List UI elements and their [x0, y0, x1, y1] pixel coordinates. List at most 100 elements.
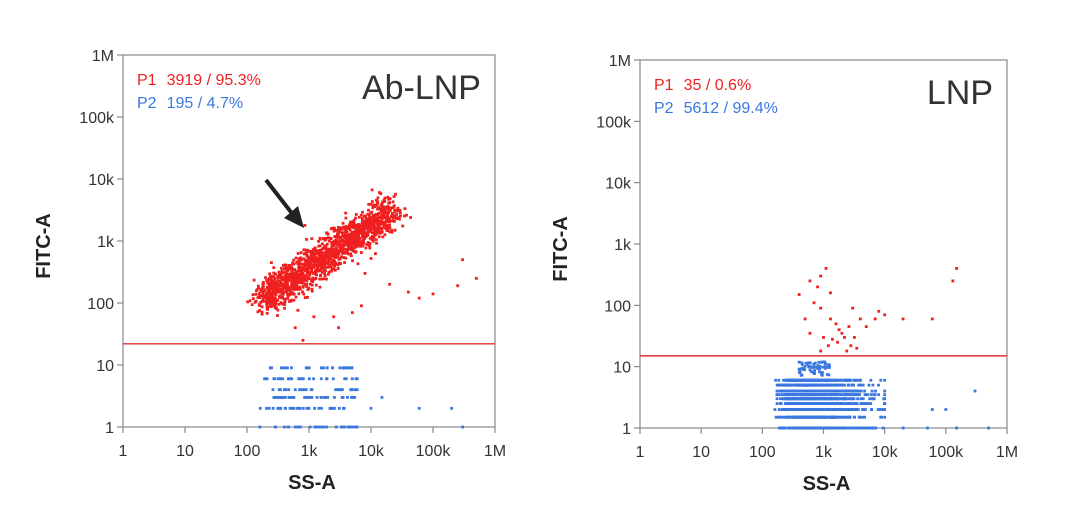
p2-point: [346, 425, 350, 429]
p2-point: [825, 373, 829, 376]
p1-point: [324, 244, 328, 248]
p1-point: [290, 281, 294, 285]
p2-point: [817, 389, 821, 393]
p2-point: [856, 389, 860, 393]
p1-point: [334, 228, 338, 232]
x-tick-label: 10: [692, 444, 710, 461]
p1-point: [367, 224, 371, 228]
p2-point: [839, 415, 842, 419]
p1-point: [305, 268, 309, 272]
x-tick-label: 1M: [996, 444, 1018, 461]
p1-point: [278, 290, 281, 294]
p1-point: [285, 274, 288, 277]
p1-point: [329, 247, 333, 251]
p1-point: [398, 211, 402, 215]
p1-point: [363, 272, 367, 275]
p1-point: [297, 285, 300, 289]
p1-point: [337, 235, 340, 239]
p1-point: [285, 279, 289, 283]
p2-point: [781, 408, 785, 411]
p1-point: [286, 296, 290, 300]
p1-point: [274, 302, 278, 306]
p1-point: [299, 271, 303, 274]
p1-point: [303, 277, 307, 280]
x-tick-label: 100k: [416, 443, 452, 460]
p2-point: [864, 408, 867, 411]
p1-point: [383, 223, 386, 227]
p1-point: [339, 246, 343, 250]
p1-point: [388, 226, 392, 230]
p1-point: [338, 240, 342, 243]
p2-point: [277, 396, 280, 399]
p1-point: [323, 256, 327, 260]
p1-point: [283, 298, 287, 302]
p1-point: [261, 291, 265, 295]
x-tick-label: 1: [636, 444, 645, 461]
p2-point: [781, 426, 785, 430]
p1-point: [302, 279, 305, 283]
p2-point: [315, 396, 319, 399]
p2-point: [794, 397, 798, 401]
p1-point: [843, 336, 846, 339]
p2-point: [292, 396, 296, 399]
p2-point: [807, 402, 811, 405]
p1-point: [296, 308, 300, 312]
p2-point: [861, 397, 865, 401]
p1-point: [269, 261, 273, 265]
p1-point: [368, 236, 372, 240]
p2-point: [877, 393, 881, 397]
p2-point: [821, 371, 824, 374]
p2-point: [342, 406, 346, 410]
p2-point: [824, 426, 828, 430]
p2-point: [788, 397, 792, 401]
p1-point: [383, 211, 387, 215]
p1-point: [359, 226, 363, 230]
p1-point: [339, 262, 342, 266]
p1-point: [273, 296, 277, 300]
p2-point: [822, 360, 826, 364]
p1-point: [280, 292, 284, 296]
p2-point: [868, 426, 872, 430]
p1-point: [303, 278, 307, 282]
p2-point: [298, 388, 301, 392]
p1-point: [268, 277, 272, 280]
p1-point: [293, 271, 297, 275]
p1-point: [291, 292, 295, 296]
p1-point: [342, 231, 346, 235]
p2-point: [800, 373, 804, 377]
p1-point: [313, 270, 317, 273]
p2-point: [775, 389, 779, 393]
p2-point: [808, 368, 812, 372]
p1-point: [305, 248, 308, 252]
p1-point: [289, 272, 292, 276]
y-tick-label: 100k: [596, 114, 632, 131]
p1-point: [281, 288, 285, 292]
p2-point: [828, 408, 832, 411]
p1-point: [808, 331, 812, 335]
p2-point: [800, 426, 804, 430]
arrow-shaft: [264, 178, 296, 218]
p1-point: [346, 248, 349, 252]
p1-point: [344, 241, 348, 244]
p2-point: [320, 406, 323, 410]
p1-point: [361, 244, 365, 248]
p1-point: [371, 239, 375, 243]
p2-point: [857, 393, 861, 397]
p1-point: [310, 264, 313, 268]
p1-point: [332, 240, 335, 244]
p2-point: [822, 378, 826, 382]
p1-point: [331, 248, 335, 251]
p2-point: [288, 406, 292, 410]
p2-point: [798, 369, 802, 373]
p2-point: [855, 402, 859, 405]
p1-point: [379, 210, 383, 214]
p2-point: [880, 415, 883, 419]
p1-point: [300, 272, 304, 276]
p1-point: [356, 235, 360, 239]
p1-point: [357, 233, 360, 237]
p1-point: [307, 261, 310, 265]
p1-point: [292, 258, 296, 262]
p2-point: [811, 383, 815, 387]
p1-point: [302, 262, 306, 266]
p1-point: [341, 234, 344, 238]
